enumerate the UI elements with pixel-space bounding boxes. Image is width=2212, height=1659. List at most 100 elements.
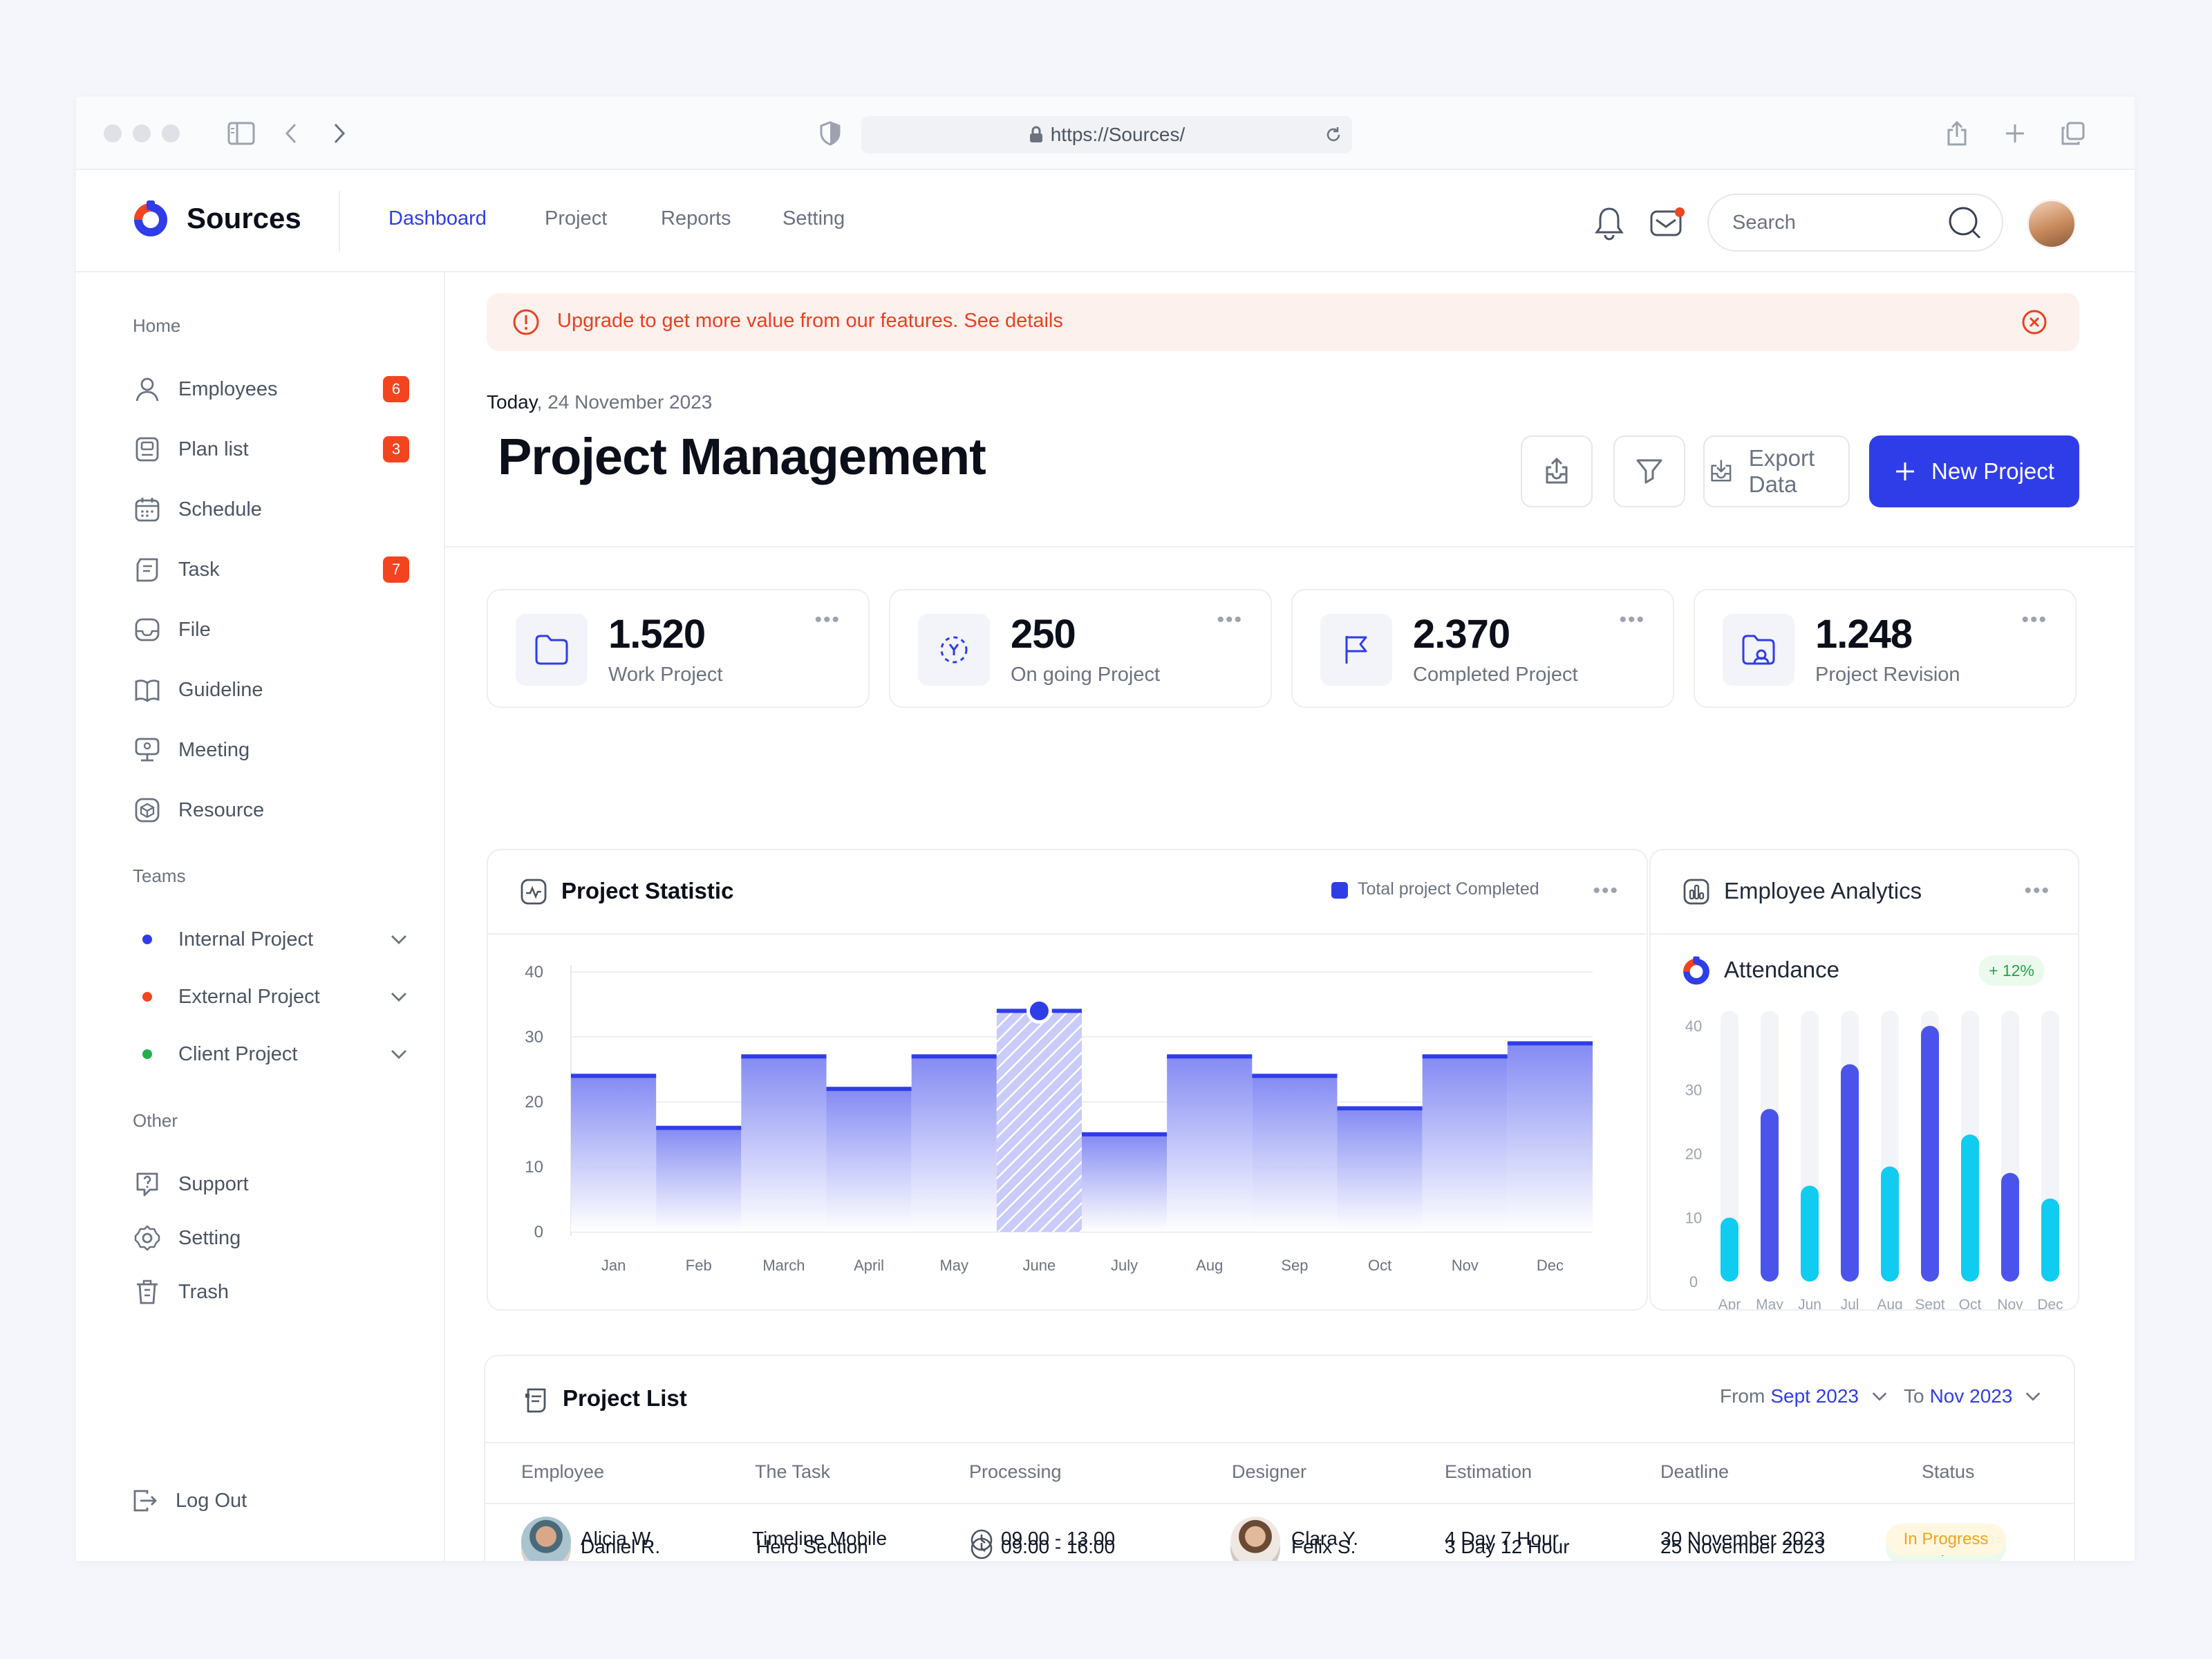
analytics-icon — [1683, 879, 1709, 905]
shield-icon[interactable] — [816, 119, 845, 148]
bell-icon[interactable] — [1594, 206, 1624, 244]
more-icon[interactable]: ••• — [1217, 608, 1243, 631]
attendance-chart: 0 10 20 30 40 Apr May Jun Jul Aug Sept Oct Nov Dec — [1685, 1011, 2063, 1309]
deadline: 30 November 2023 — [1660, 1528, 1826, 1549]
logout-button[interactable]: Log Out — [130, 1482, 406, 1519]
card-divider — [485, 1442, 2074, 1443]
sidebar-item-file[interactable]: File — [133, 611, 409, 648]
export-icon — [1711, 460, 1732, 482]
stat-value: 2.370 — [1413, 612, 1510, 657]
stat-label: Project Revision — [1815, 664, 1960, 686]
window-close-dot[interactable] — [104, 124, 122, 142]
team-dot — [142, 1049, 152, 1059]
sidebar-item-plan-list[interactable]: Plan list 3 — [133, 431, 409, 468]
share-icon[interactable] — [1942, 119, 1971, 148]
column-deadline[interactable]: Deatline — [1660, 1461, 1730, 1482]
more-icon[interactable]: ••• — [2024, 879, 2050, 902]
forward-icon[interactable] — [325, 119, 354, 148]
sidebar: Home Employees 6 Plan list 3 Schedule Ta… — [76, 272, 445, 1561]
sidebar-team-external[interactable]: External Project — [133, 978, 409, 1015]
user-icon — [133, 375, 162, 404]
user-avatar[interactable] — [2027, 199, 2077, 249]
nav-project[interactable]: Project — [545, 207, 608, 229]
more-icon[interactable]: ••• — [814, 608, 841, 631]
export-data-button[interactable]: Export Data — [1703, 435, 1850, 507]
new-project-button[interactable]: New Project — [1869, 435, 2079, 507]
x-tick-label: Sept — [1915, 1297, 1944, 1309]
search-icon[interactable] — [1947, 205, 1983, 241]
stat-card-revision[interactable]: 1.248 Project Revision ••• — [1694, 589, 2077, 708]
sidebar-item-meeting[interactable]: Meeting — [133, 731, 409, 769]
filter-button[interactable] — [1613, 435, 1685, 507]
y-tick-label: 30 — [1685, 1082, 1702, 1099]
nav-setting[interactable]: Setting — [782, 207, 845, 229]
stat-card-work[interactable]: 1.520 Work Project ••• — [487, 589, 870, 708]
sidebar-toggle-icon[interactable] — [227, 119, 256, 148]
sidebar-item-task[interactable]: Task 7 — [133, 551, 409, 588]
logo-icon — [134, 200, 167, 236]
y-tick-label: 0 — [1689, 1273, 1698, 1291]
employee-avatar — [521, 1517, 571, 1561]
x-tick-label: Dec — [2037, 1297, 2063, 1309]
legend-swatch — [1331, 882, 1348, 899]
upgrade-banner[interactable]: Upgrade to get more value from our featu… — [487, 293, 2079, 351]
sidebar-item-setting[interactable]: Setting — [133, 1219, 409, 1257]
sidebar-item-schedule[interactable]: Schedule — [133, 491, 409, 528]
column-employee[interactable]: Employee — [521, 1461, 605, 1482]
x-tick-label: Apr — [1718, 1297, 1741, 1309]
date-from-select[interactable]: From Sept 2023 — [1720, 1385, 1889, 1407]
window-zoom-dot[interactable] — [162, 124, 180, 142]
sidebar-item-trash[interactable]: Trash — [133, 1273, 409, 1311]
reload-icon[interactable] — [1324, 126, 1342, 144]
banner-text[interactable]: Upgrade to get more value from our featu… — [557, 310, 1063, 332]
area-bar — [1422, 1056, 1508, 1232]
mail-icon[interactable] — [1649, 206, 1685, 241]
sidebar-item-label: Plan list — [178, 438, 249, 460]
table-row[interactable]: Alicia W. Timeline Mobile 09.00 - 13.00 … — [485, 1496, 2074, 1561]
sidebar-item-guideline[interactable]: Guideline — [133, 671, 409, 709]
new-tab-icon[interactable] — [2000, 119, 2030, 148]
upload-button[interactable] — [1521, 435, 1593, 507]
area-bar — [1167, 1056, 1253, 1232]
back-icon[interactable] — [276, 119, 306, 148]
project-list-card: Project List From Sept 2023 To Nov 2023 — [484, 1355, 2075, 1561]
column-processing[interactable]: Processing — [969, 1461, 1062, 1482]
sidebar-item-support[interactable]: Support — [133, 1165, 409, 1203]
chevron-down-icon[interactable] — [388, 1044, 409, 1065]
more-icon[interactable]: ••• — [1619, 608, 1645, 631]
area-bar — [1082, 1134, 1168, 1232]
chevron-down-icon[interactable] — [388, 929, 409, 950]
chevron-down-icon[interactable] — [388, 986, 409, 1007]
brand-logo[interactable]: Sources — [131, 199, 301, 238]
tabs-overview-icon[interactable] — [2059, 119, 2088, 148]
address-bar[interactable]: https://Sources/ — [861, 116, 1352, 153]
area-bar — [741, 1056, 827, 1232]
column-status[interactable]: Status — [1922, 1461, 1975, 1482]
attendance-bar — [1801, 1185, 1819, 1282]
sidebar-team-client[interactable]: Client Project — [133, 1035, 409, 1073]
nav-dashboard[interactable]: Dashboard — [388, 207, 487, 229]
date-to-select[interactable]: To Nov 2023 — [1904, 1385, 2043, 1407]
column-task[interactable]: The Task — [755, 1461, 831, 1482]
search-input[interactable] — [1732, 209, 1940, 236]
search-box[interactable] — [1707, 194, 2003, 252]
sidebar-team-internal[interactable]: Internal Project — [133, 921, 409, 958]
stat-card-completed[interactable]: 2.370 Completed Project ••• — [1291, 589, 1674, 708]
more-icon[interactable]: ••• — [2021, 608, 2047, 631]
status-badge: In Progress — [1886, 1524, 2006, 1555]
stat-value: 250 — [1011, 612, 1076, 657]
task-name: Timeline Mobile — [752, 1528, 888, 1549]
sidebar-item-employees[interactable]: Employees 6 — [133, 371, 409, 408]
close-icon[interactable] — [2020, 308, 2049, 337]
column-designer[interactable]: Designer — [1232, 1461, 1307, 1482]
nav-reports[interactable]: Reports — [661, 207, 731, 229]
window-minimize-dot[interactable] — [133, 124, 151, 142]
y-tick-label: 20 — [525, 1093, 543, 1112]
stat-card-ongoing[interactable]: 250 On going Project ••• — [889, 589, 1272, 708]
export-label: Export Data — [1748, 445, 1815, 497]
sidebar-item-resource[interactable]: Resource — [133, 791, 409, 829]
column-estimation[interactable]: Estimation — [1445, 1461, 1533, 1482]
employee-name: Daniel R. — [581, 1536, 661, 1557]
x-tick-label: May — [1756, 1297, 1783, 1309]
more-icon[interactable]: ••• — [1593, 879, 1619, 902]
